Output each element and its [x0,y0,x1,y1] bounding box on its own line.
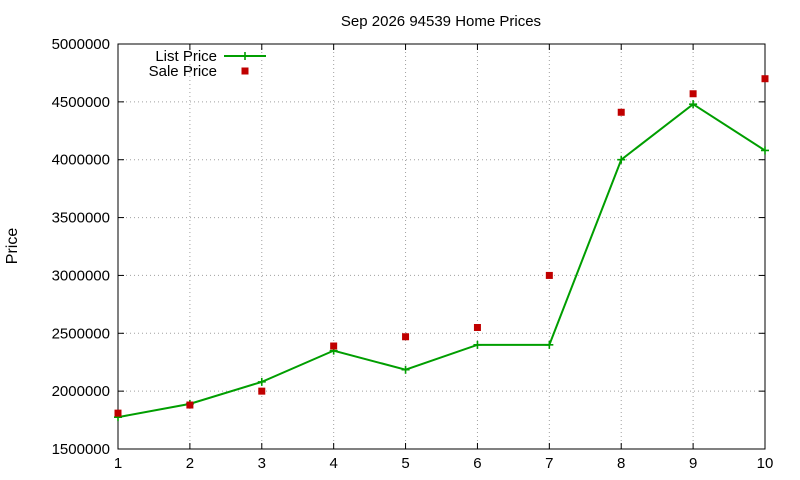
axis-ticks: 1500000 2000000 2500000 3000000 3500000 40000… [52,36,774,472]
sale-price-point [258,387,266,395]
sale-price-point [330,342,338,350]
list-price-point [689,100,698,109]
legend-label-list-price: List Price [155,48,217,65]
chart-title: Sep 2026 94539 Home Prices [341,13,541,30]
y-tick-label: 4500000 [52,94,110,111]
list-price-point [761,146,769,155]
list-price-point [257,377,266,386]
y-tick-label: 3500000 [52,210,110,227]
sale-price-point [473,324,481,331]
x-tick-label: 2 [186,455,194,472]
y-tick-label: 5000000 [52,36,110,53]
sale-price-point [186,401,194,409]
x-tick-label: 9 [689,455,697,472]
sale-price-point [689,90,697,98]
legend: List Price Sale Price [149,48,266,80]
y-tick-label: 4000000 [52,152,110,169]
x-tick-label: 3 [258,455,266,472]
list-price-point [401,365,410,374]
list-price-point [473,340,482,349]
legend-label-sale-price: Sale Price [149,63,217,80]
y-tick-label: 3000000 [52,267,110,284]
x-tick-label: 1 [114,455,122,472]
x-tick-label: 5 [401,455,409,472]
sale-price-point [545,271,553,279]
y-tick-label: 2000000 [52,383,110,400]
x-tick-label: 10 [757,455,774,472]
y-tick-label: 2500000 [52,325,110,342]
legend-marker-sale-price [241,67,249,75]
series [114,75,769,422]
x-tick-label: 4 [329,455,337,472]
x-tick-label: 6 [473,455,481,472]
x-tick-label: 8 [617,455,625,472]
sale-price-point [617,108,625,116]
y-axis-label: Price [4,228,21,265]
y-tick-label: 1500000 [52,441,110,458]
x-tick-label: 7 [545,455,553,472]
legend-marker-list-price [241,52,249,60]
sale-price-point [114,409,122,417]
sale-price-point [761,75,769,83]
sale-price-point [402,333,410,341]
plot-frame [117,43,766,450]
list-price-point [545,340,554,349]
grid [118,44,765,449]
list-price-point [617,155,626,164]
series-line-list-price [117,102,766,419]
